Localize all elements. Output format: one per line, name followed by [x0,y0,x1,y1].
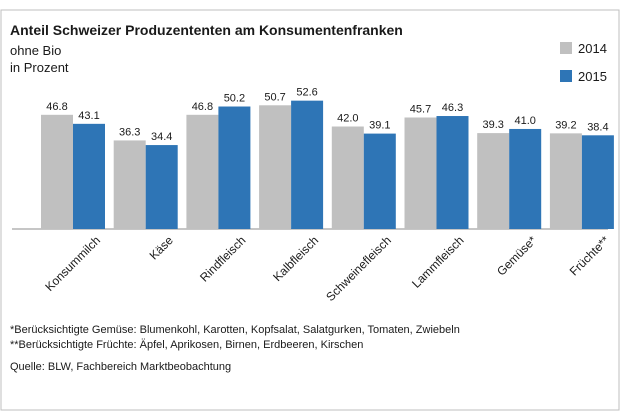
data-label-fr-chte-2014: 39.2 [555,119,576,131]
category-label-k-se: Käse [147,233,176,262]
category-label-fr-chte: Früchte** [567,233,613,279]
legend-swatch-2015 [560,70,572,82]
bar-fr-chte-2015 [581,135,614,229]
chart-subtitle-line-1: ohne Bio [10,43,62,58]
data-label-schweinefleisch-2014: 42.0 [337,113,358,125]
bar-schweinefleisch-2015 [363,133,396,229]
source-note: Quelle: BLW, Fachbereich Marktbeobachtun… [10,361,232,373]
legend-label-2014: 2014 [578,40,607,56]
bar-konsummilch-2014 [41,114,73,229]
legend-swatch-2014 [560,42,572,54]
bar-rindfleisch-2015 [218,106,251,229]
bar-gem-se-2014 [477,133,510,229]
bar-kalbfleisch-2015 [291,100,324,229]
bar-kalbfleisch-2014 [259,105,292,229]
bar-rindfleisch-2014 [186,114,219,229]
bar-gem-se-2015 [509,128,542,229]
data-label-konsummilch-2014: 46.8 [46,101,67,113]
category-label-lammfleisch: Lammfleisch [409,233,467,291]
data-label-kalbfleisch-2015: 52.6 [296,87,317,99]
data-label-rindfleisch-2015: 50.2 [224,93,245,105]
bar-lammfleisch-2015 [436,116,469,229]
data-label-gem-se-2015: 41.0 [514,115,535,127]
category-label-gem-se: Gemüse* [494,233,540,279]
bar-konsummilch-2015 [73,123,105,229]
data-label-k-se-2014: 36.3 [119,126,140,138]
category-label-schweinefleisch: Schweinefleisch [323,233,394,304]
category-label-rindfleisch: Rindfleisch [197,233,248,284]
data-label-k-se-2015: 34.4 [151,131,172,143]
category-label-konsummilch: Konsummilch [42,233,103,294]
data-label-schweinefleisch-2015: 39.1 [369,120,390,132]
chart-subtitle-line-2: in Prozent [10,60,69,75]
bar-fr-chte-2014 [549,133,582,229]
category-label-kalbfleisch: Kalbfleisch [270,233,321,284]
bar-k-se-2014 [113,140,146,229]
bar-schweinefleisch-2014 [331,126,364,229]
footnote-fruechte: **Berücksichtigte Früchte: Äpfel, Apriko… [10,339,364,351]
data-label-konsummilch-2015: 43.1 [78,110,99,122]
data-label-fr-chte-2015: 38.4 [587,121,608,133]
data-label-gem-se-2014: 39.3 [482,119,503,131]
data-label-rindfleisch-2014: 46.8 [192,101,213,113]
data-label-lammfleisch-2014: 45.7 [410,103,431,115]
bar-k-se-2015 [145,145,178,229]
data-label-lammfleisch-2015: 46.3 [442,102,463,114]
chart-title: Anteil Schweizer Produzententen am Konsu… [10,22,403,38]
legend-label-2015: 2015 [578,68,607,84]
data-label-kalbfleisch-2014: 50.7 [264,91,285,103]
footnote-gemuese: *Berücksichtigte Gemüse: Blumenkohl, Kar… [10,324,460,336]
legend-item-2015: 2015 [560,68,607,84]
bar-lammfleisch-2014 [404,117,437,229]
legend-item-2014: 2014 [560,40,607,56]
